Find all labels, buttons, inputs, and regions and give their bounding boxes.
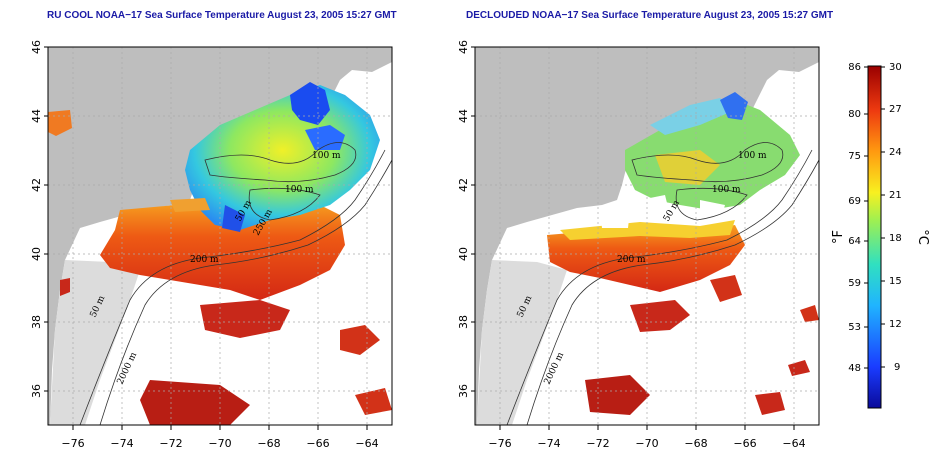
x-tick-label: −72 bbox=[586, 437, 609, 450]
y-tick-label: 36 bbox=[457, 384, 470, 398]
temperature-colorbar: 86 80 75 69 64 59 53 48 30 27 24 21 18 1… bbox=[831, 62, 930, 409]
left-sst-map: 100 m 100 m 50 m 250 m 200 m 50 m 2000 m… bbox=[30, 40, 393, 450]
x-tick-label: −76 bbox=[488, 437, 511, 450]
y-tick-label: 42 bbox=[457, 178, 470, 192]
fahrenheit-tick-label: 86 bbox=[848, 62, 861, 73]
contour-label: 200 m bbox=[190, 255, 219, 265]
x-tick-label: −76 bbox=[61, 437, 84, 450]
y-tick-label: 42 bbox=[30, 178, 43, 192]
x-tick-label: −72 bbox=[159, 437, 182, 450]
y-tick-label: 40 bbox=[30, 247, 43, 261]
celsius-unit-label: °C bbox=[915, 229, 930, 245]
land-mass bbox=[475, 47, 819, 425]
fahrenheit-tick-label: 48 bbox=[848, 363, 861, 374]
left-map-title: RU COOL NOAA−17 Sea Surface Temperature … bbox=[47, 10, 397, 21]
y-tick-label: 44 bbox=[457, 109, 470, 123]
contour-label: 100 m bbox=[738, 151, 767, 161]
contour-label: 200 m bbox=[617, 255, 646, 265]
y-tick-label: 46 bbox=[30, 40, 43, 54]
land-mass bbox=[48, 47, 392, 425]
x-tick-label: −64 bbox=[782, 437, 805, 450]
fahrenheit-unit-label: °F bbox=[831, 230, 846, 244]
celsius-tick-label: 12 bbox=[889, 319, 902, 330]
celsius-tick-label: 30 bbox=[889, 62, 902, 73]
x-tick-label: −68 bbox=[257, 437, 280, 450]
fahrenheit-tick-label: 69 bbox=[848, 196, 861, 207]
colorbar-gradient bbox=[867, 65, 882, 409]
x-tick-label: −74 bbox=[537, 437, 560, 450]
contour-label: 100 m bbox=[285, 185, 314, 195]
contour-label: 100 m bbox=[312, 151, 341, 161]
celsius-tick-label: 15 bbox=[889, 276, 902, 287]
celsius-tick-label: 27 bbox=[889, 104, 902, 115]
x-tick-label: −66 bbox=[733, 437, 756, 450]
right-sst-map: 100 m 100 m 50 m 200 m 50 m 2000 m 46 44… bbox=[457, 40, 820, 450]
fahrenheit-tick-label: 64 bbox=[848, 236, 861, 247]
fahrenheit-tick-label: 53 bbox=[848, 322, 861, 333]
y-tick-label: 40 bbox=[457, 247, 470, 261]
celsius-tick-label: 18 bbox=[889, 233, 902, 244]
fahrenheit-tick-label: 80 bbox=[848, 109, 861, 120]
contour-label: 100 m bbox=[712, 185, 741, 195]
x-tick-label: −74 bbox=[110, 437, 133, 450]
right-map-title: DECLOUDED NOAA−17 Sea Surface Temperatur… bbox=[466, 10, 834, 21]
x-tick-label: −70 bbox=[635, 437, 658, 450]
y-tick-label: 44 bbox=[30, 109, 43, 123]
y-tick-label: 46 bbox=[457, 40, 470, 54]
x-tick-label: −64 bbox=[355, 437, 378, 450]
fahrenheit-tick-label: 75 bbox=[848, 151, 861, 162]
x-tick-label: −68 bbox=[684, 437, 707, 450]
celsius-tick-label: 9 bbox=[894, 362, 900, 373]
celsius-tick-label: 24 bbox=[889, 147, 902, 158]
x-tick-label: −70 bbox=[208, 437, 231, 450]
celsius-tick-label: 21 bbox=[889, 190, 902, 201]
y-tick-label: 38 bbox=[457, 315, 470, 329]
y-tick-label: 38 bbox=[30, 315, 43, 329]
fahrenheit-tick-label: 59 bbox=[848, 278, 861, 289]
x-tick-label: −66 bbox=[306, 437, 329, 450]
y-tick-label: 36 bbox=[30, 384, 43, 398]
